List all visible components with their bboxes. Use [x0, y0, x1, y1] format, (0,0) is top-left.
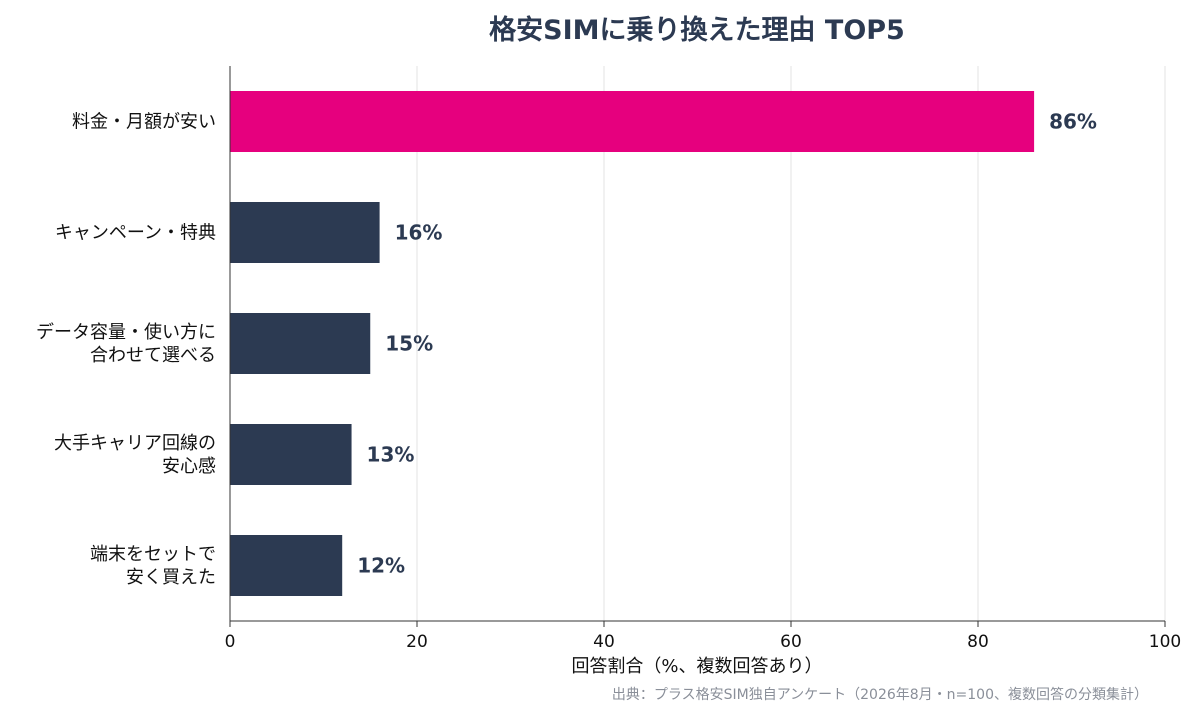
bar — [230, 313, 371, 374]
data-label: 16% — [395, 221, 443, 245]
bar — [230, 91, 1035, 152]
category-label: データ容量・使い方に — [36, 322, 216, 343]
x-tick-label: 80 — [967, 632, 989, 652]
x-tick-label: 100 — [1149, 632, 1181, 652]
x-axis-label: 回答割合（%、複数回答あり） — [571, 656, 822, 677]
category-label: 安く買えた — [126, 567, 216, 588]
category-label: 安心感 — [162, 456, 216, 477]
x-tick-label: 60 — [780, 632, 802, 652]
category-label: キャンペーン・特典 — [55, 223, 216, 244]
x-tick-label: 20 — [406, 632, 428, 652]
axes: 0 20 40 60 80 100 料金・月額が安いキャンペーン・特典データ容量・使い方に合… — [36, 66, 1181, 652]
data-label: 12% — [357, 554, 405, 578]
bar — [230, 535, 343, 596]
category-label: 大手キャリア回線の — [54, 433, 216, 454]
bar — [230, 202, 380, 263]
category-label: 端末をセットで — [90, 544, 216, 565]
source-note: 出典：プラス格安SIM独自アンケート（2026年8月・n=100、複数回答の分類… — [612, 686, 1148, 703]
bars: 86% 16% 15% 13% 12% — [230, 91, 1097, 596]
data-label: 86% — [1049, 110, 1097, 134]
x-tick-label: 0 — [225, 632, 236, 652]
data-label: 13% — [367, 443, 415, 467]
x-tick-label: 40 — [593, 632, 615, 652]
bar — [230, 424, 352, 485]
chart-title: 格安SIMに乗り換えた理由 TOP5 — [489, 15, 905, 46]
category-label: 合わせて選べる — [90, 345, 216, 366]
category-label: 料金・月額が安い — [72, 112, 216, 133]
data-label: 15% — [385, 332, 433, 356]
